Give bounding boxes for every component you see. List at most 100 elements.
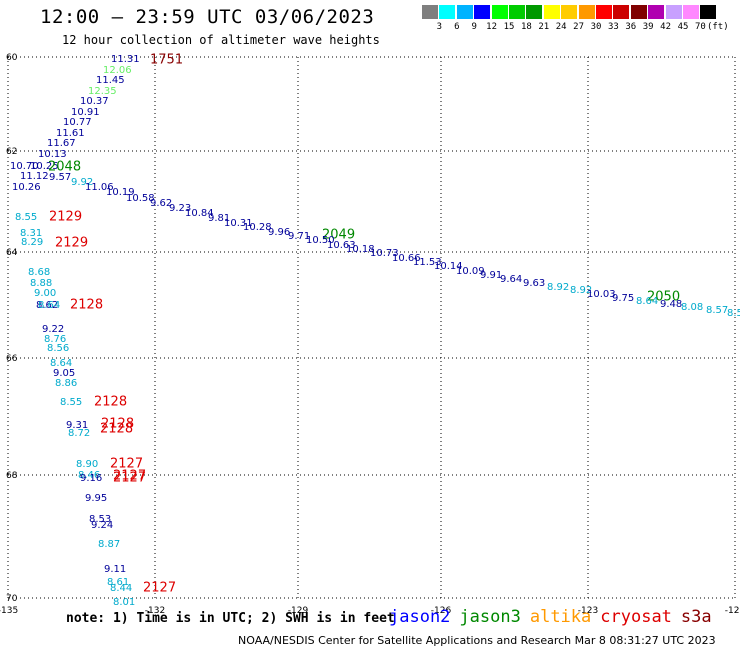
wave-height-label: 9.22 (42, 324, 64, 335)
pass-time-label: 2129 (49, 210, 82, 225)
wave-height-label: 9.31 (66, 420, 88, 431)
pass-time-label: 2127 (113, 471, 146, 486)
wave-height-label: 11.61 (56, 128, 85, 139)
color-scale-label: 9 (471, 22, 477, 32)
pass-time-label: 2050 (647, 290, 680, 305)
wave-height-label: 9.23 (169, 203, 191, 214)
wave-height-label: 9.96 (268, 227, 290, 238)
pass-time-label: 2128 (94, 395, 127, 410)
color-scale-label: 3 (436, 22, 443, 32)
longitude-tick-label: -123 (578, 606, 598, 616)
wave-height-labels: 11.31 175112.0611.4512.3510.3710.9110.771… (10, 53, 740, 609)
wave-height-label: 8.64 (50, 358, 72, 369)
color-swatch (700, 5, 717, 19)
wave-height-label: 10.63 (327, 240, 356, 251)
color-scale-label: 36 (625, 22, 637, 32)
units-note: note: 1) Time is in UTC; 2) SWH is in fe… (66, 611, 395, 626)
color-swatch (613, 5, 630, 19)
color-swatch (491, 5, 508, 19)
pass-time-label: 1751 (150, 53, 183, 68)
color-scale-label: 18 (520, 22, 532, 32)
wave-height-label: 10.18 (346, 244, 375, 255)
wave-height-label: 10.25 (30, 161, 59, 172)
wave-height-label: 11.31 (111, 54, 140, 65)
wave-height-label: 8.64 (38, 300, 60, 311)
color-scale-label: 24 (555, 22, 567, 32)
chart-title: 12:00 – 23:59 UTC 03/06/2023 (40, 6, 375, 28)
wave-height-label: 10.14 (434, 261, 463, 272)
satellite-legend-jason2: jason2 (389, 607, 451, 627)
wave-height-label: 9.00 (34, 288, 56, 299)
color-swatch (543, 5, 560, 19)
satellite-legend-altika: altika (529, 607, 592, 627)
color-scale-label: 30 (590, 22, 602, 32)
color-scale-label: 45 (677, 22, 689, 32)
color-scale-label: 42 (660, 22, 672, 32)
wave-height-label: 11.67 (47, 138, 76, 149)
wave-height-label: 9.64 (500, 274, 522, 285)
wave-height-label: 10.58 (126, 193, 155, 204)
wave-height-label: 10.91 (71, 107, 100, 118)
latitude-tick-label: 70 (6, 594, 18, 604)
wave-height-label: 11.12 (20, 171, 49, 182)
color-swatch (578, 5, 595, 19)
pass-time-label: 2128 (101, 417, 134, 432)
wave-height-label: 8.72 (68, 428, 90, 439)
pass-time-label: 2048 (48, 160, 81, 175)
wave-height-label: 8.86 (55, 378, 77, 389)
longitude-tick-label: -129 (288, 606, 309, 616)
wave-height-label: 8.92 (570, 285, 592, 296)
color-scale-label: 6 (454, 22, 460, 32)
pass-time-label: 2128 (100, 422, 133, 437)
wave-height-label: 8.90 (76, 459, 98, 470)
wave-height-label: 8.31 (20, 228, 42, 239)
wave-height-label: 8.55 (727, 308, 740, 319)
wave-height-label: 8.01 (113, 597, 135, 608)
wave-height-label: 11.53 (413, 257, 442, 268)
wave-height-label: 8.53 (89, 514, 111, 525)
wave-height-label: 10.28 (243, 222, 272, 233)
color-scale-label: 39 (642, 22, 654, 32)
wave-height-label: 8.62 (36, 300, 58, 311)
wave-height-label: 8.56 (47, 343, 69, 354)
longitude-tick-label: -126 (431, 606, 452, 616)
wave-height-label: 10.13 (38, 149, 67, 160)
wave-height-label: 10.09 (456, 266, 485, 277)
longitude-tick-label: -135 (0, 606, 18, 616)
color-scale-label: 12 (486, 22, 498, 32)
wave-height-label: 10.03 (587, 289, 616, 300)
wave-height-label: 8.29 (21, 237, 43, 248)
satellite-legend: jason2 jason3 altika cryosat s3a (389, 607, 721, 627)
color-swatch (630, 5, 647, 19)
wave-height-label: 8.55 (15, 212, 37, 223)
wave-height-label: 10.31 (224, 218, 253, 229)
satellite-legend-jason3: jason3 (459, 607, 521, 627)
wave-height-label: 10.66 (392, 253, 421, 264)
wave-height-label: 9.48 (660, 299, 682, 310)
wave-height-label: 9.63 (523, 278, 545, 289)
wave-height-label: 9.16 (80, 473, 102, 484)
pass-time-label: 2049 (322, 228, 355, 243)
wave-height-label: 10.19 (106, 187, 135, 198)
wave-height-label: 8.46 (78, 470, 100, 481)
chart-subtitle: 12 hour collection of altimeter wave hei… (62, 33, 380, 47)
satellite-legend-s3a: s3a (680, 607, 712, 627)
color-swatch (683, 5, 699, 19)
pass-time-label: 2128 (70, 298, 103, 313)
pass-time-label: 2127 (110, 457, 143, 472)
color-scale-label: 70 (694, 22, 706, 32)
latitude-tick-label: 60 (6, 53, 18, 63)
wave-height-label: 9.05 (53, 368, 75, 379)
wave-height-label: 8.61 (107, 577, 129, 588)
color-swatch (561, 5, 578, 19)
longitude-tick-label: -132 (145, 606, 165, 616)
wave-height-label: 10.70 (10, 161, 39, 172)
wave-height-label: 8.92 (547, 282, 569, 293)
wave-height-label: 9.57 (49, 172, 71, 183)
wave-height-label: 10.84 (185, 208, 214, 219)
color-swatch (665, 5, 682, 19)
pass-time-label: 2129 (55, 236, 88, 251)
color-swatch (509, 5, 525, 19)
wave-height-label: 8.08 (681, 302, 703, 313)
